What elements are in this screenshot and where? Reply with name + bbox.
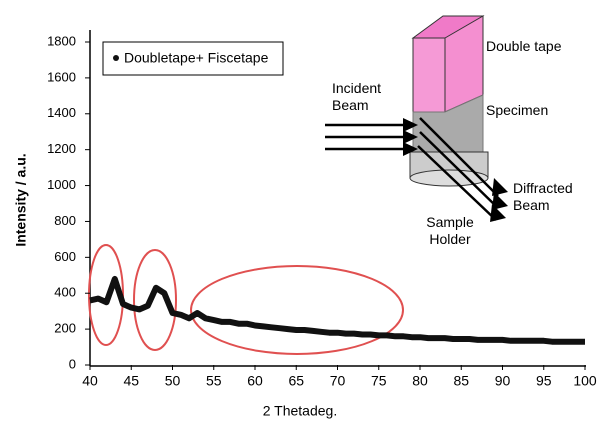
highlight [191, 266, 403, 354]
legend-marker [113, 55, 119, 61]
annotation: Specimen [486, 102, 548, 119]
y-tick-label: 0 [69, 356, 76, 371]
x-tick-label: 40 [82, 373, 98, 389]
y-axis-label: Intensity / a.u. [13, 153, 29, 246]
holder-base [410, 170, 488, 186]
x-tick-label: 45 [123, 373, 139, 389]
legend-label: Doubletape+ Fiscetape [124, 50, 269, 66]
y-tick-label: 800 [54, 213, 76, 228]
x-tick-label: 100 [573, 373, 597, 389]
x-tick-label: 60 [247, 373, 263, 389]
y-tick-label: 400 [54, 285, 76, 300]
data-line [90, 279, 585, 342]
annotation: Double tape [486, 38, 562, 55]
figure: 2 Thetadeg. Intensity / a.u. 0 200 400 600 8… [0, 0, 599, 425]
y-tick-label: 1600 [47, 69, 76, 84]
x-tick-label: 75 [371, 373, 387, 389]
x-axis-label: 2 Thetadeg. [263, 403, 337, 419]
x-tick-label: 80 [412, 373, 428, 389]
x-tick-label: 55 [206, 373, 222, 389]
y-tick-label: 200 [54, 321, 76, 336]
y-tick-label: 1200 [47, 141, 76, 156]
x-tick-label: 65 [288, 373, 304, 389]
y-tick-label: 600 [54, 249, 76, 264]
x-tick-label: 85 [453, 373, 469, 389]
x-tick-label: 50 [165, 373, 181, 389]
y-tick-label: 1400 [47, 105, 76, 120]
annotation: Incident Beam [332, 80, 390, 114]
annotation: Sample Holder [415, 214, 485, 248]
chart: 2 Thetadeg. Intensity / a.u. 0 200 400 600 8… [0, 0, 599, 425]
y-tick-label: 1000 [47, 177, 76, 192]
x-tick-label: 95 [536, 373, 552, 389]
y-tick-label: 1800 [47, 33, 76, 48]
x-tick-label: 90 [495, 373, 511, 389]
tape-front [413, 38, 445, 112]
annotation: Diffracted Beam [513, 180, 573, 214]
x-tick-label: 70 [330, 373, 346, 389]
